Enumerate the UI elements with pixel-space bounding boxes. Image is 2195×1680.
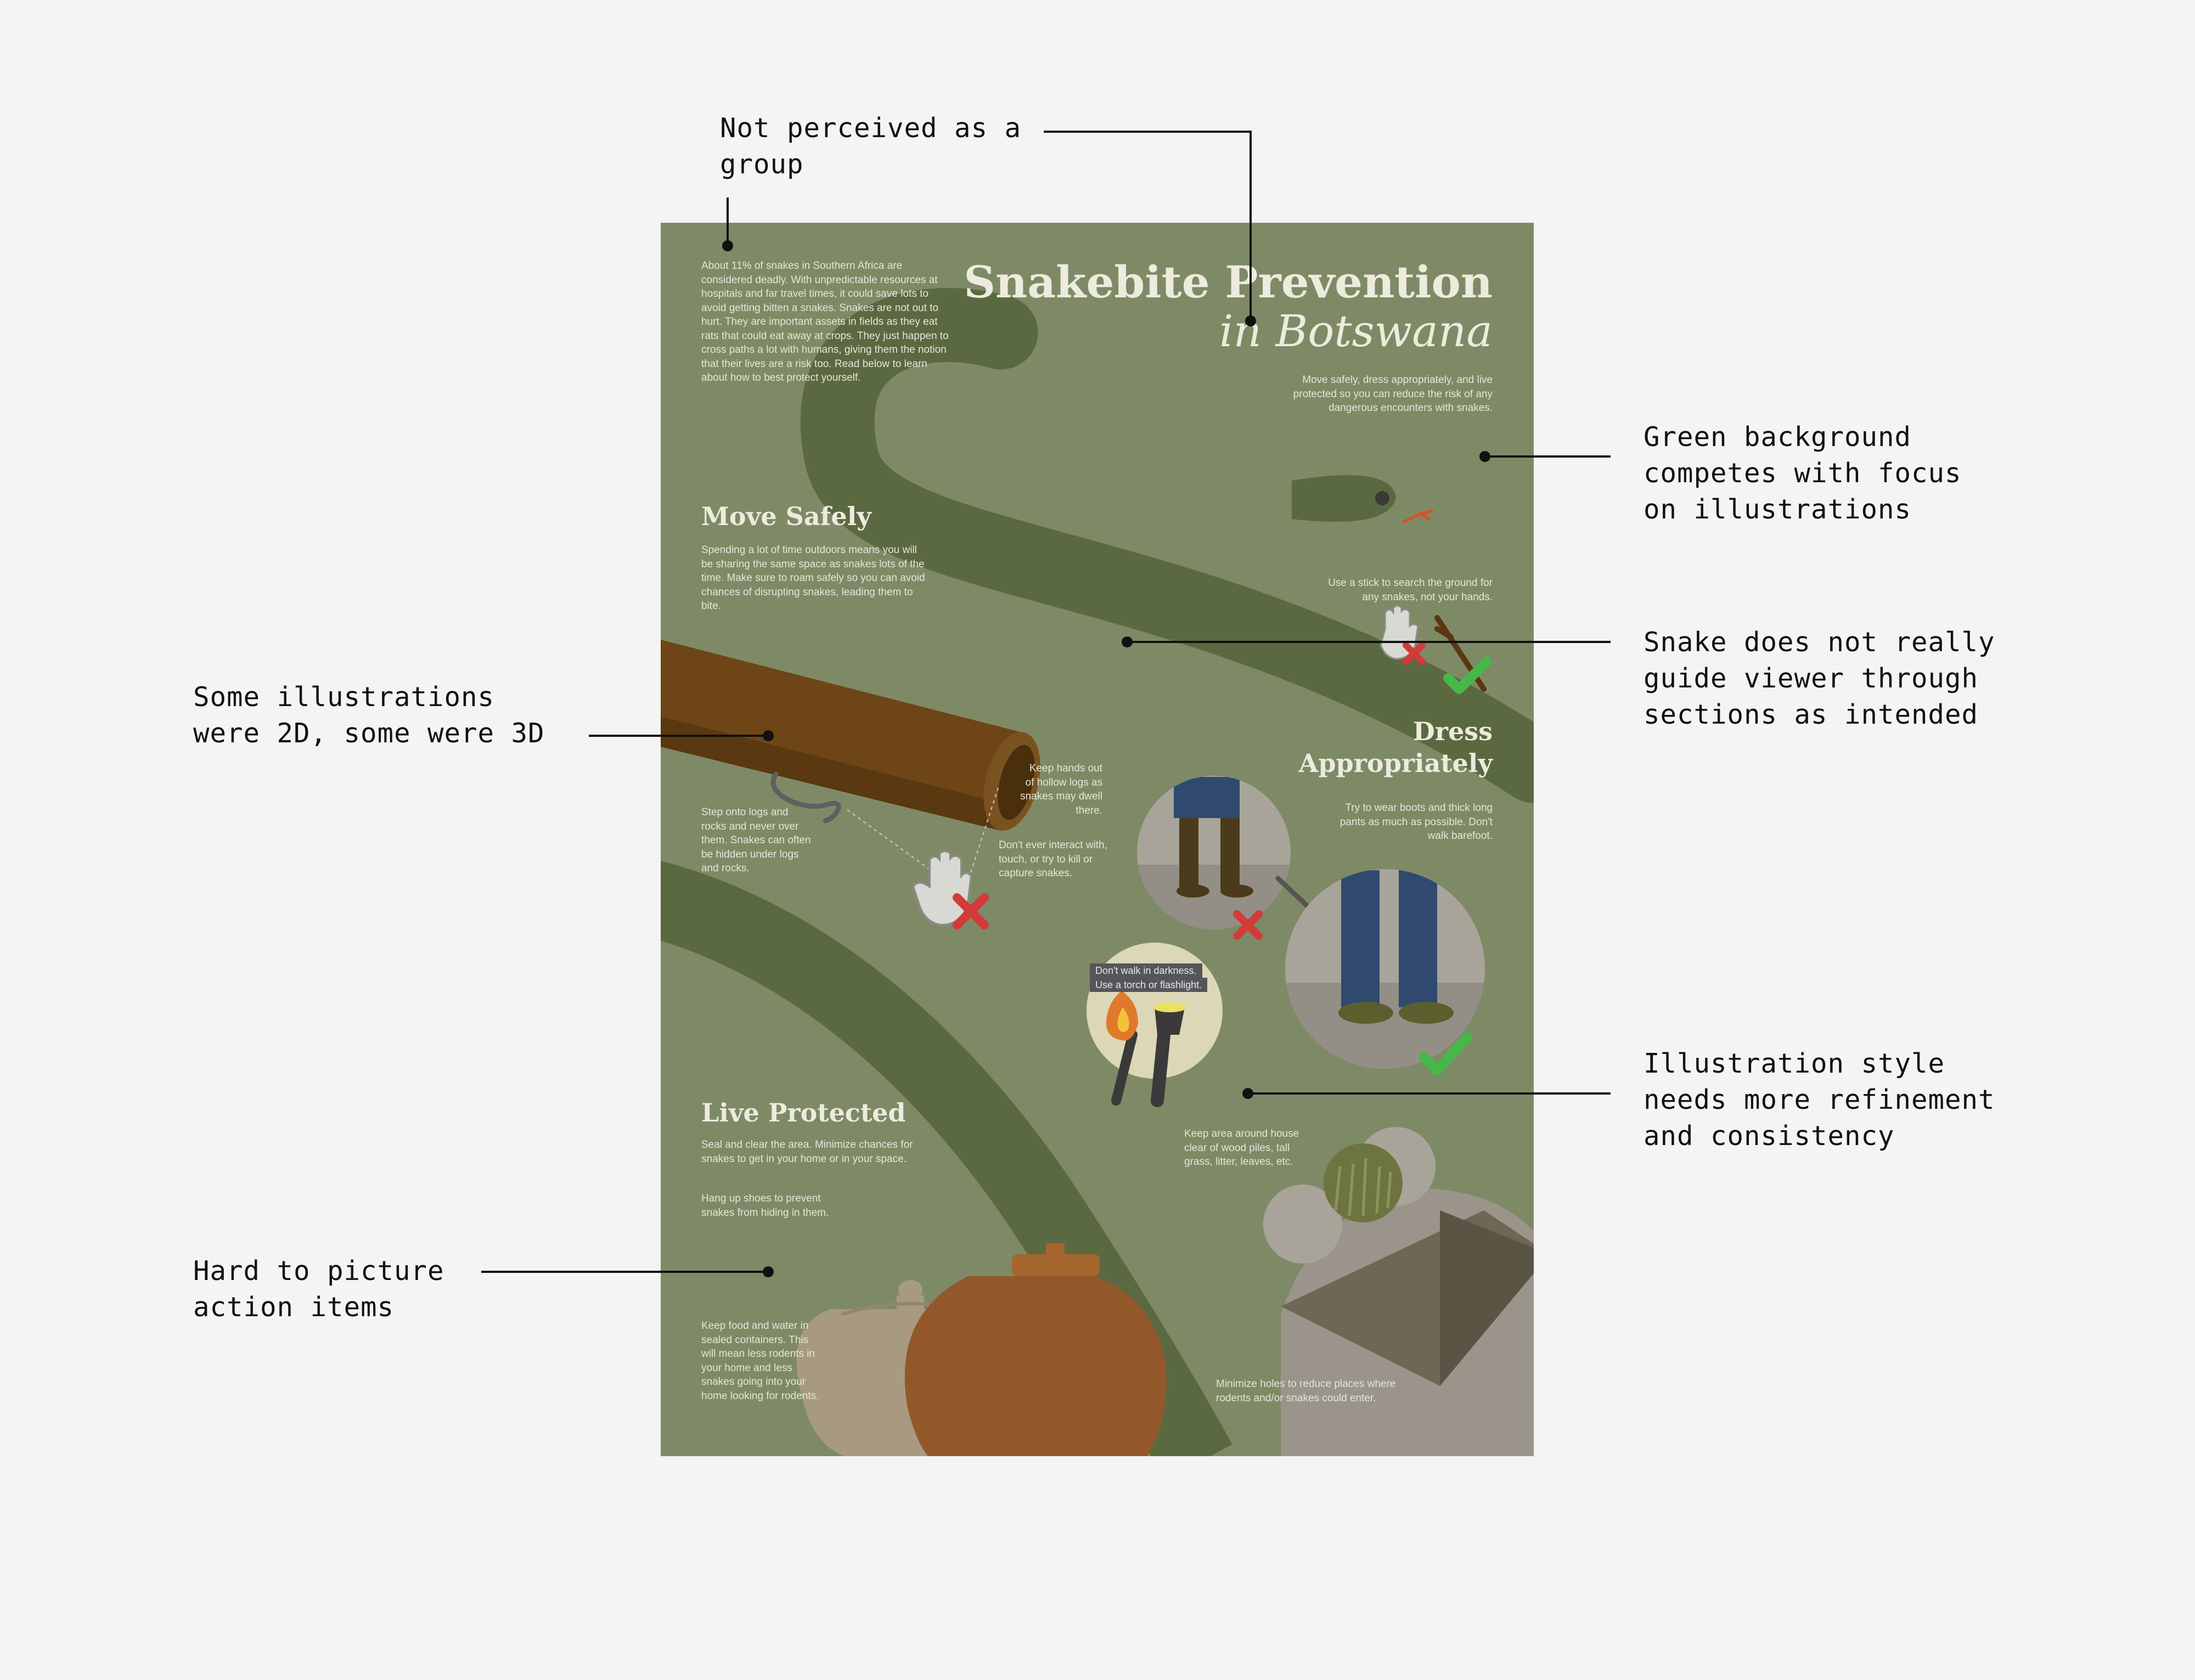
poster-illustrations bbox=[661, 287, 1534, 1456]
annotation-not-perceived-group: Not perceived as a group bbox=[720, 112, 1022, 180]
annotation-style-refinement: Illustration style needs more refinement… bbox=[1644, 1048, 1995, 1152]
move-safely-body: Spending a lot of time outdoors means yo… bbox=[701, 544, 925, 612]
shoes-tip: Hang up shoes to prevent snakes from hid… bbox=[701, 1193, 829, 1219]
poster-tagline: Move safely, dress appropriately, and li… bbox=[1293, 374, 1493, 414]
area-tip: Keep area around house clear of wood pil… bbox=[1184, 1128, 1299, 1168]
food-tip: Keep food and water in sealed containers… bbox=[701, 1320, 819, 1402]
check-icon bbox=[1443, 657, 1492, 694]
dont-interact-tip: Don't ever interact with, touch, or try … bbox=[999, 839, 1107, 879]
dress-body: Try to wear boots and thick long pants a… bbox=[1339, 802, 1493, 842]
hollow-logs-tip: Keep hands out of hollow logs as snakes … bbox=[1020, 763, 1102, 816]
hand-icon bbox=[911, 850, 973, 927]
cross-icon bbox=[953, 893, 989, 929]
cross-icon bbox=[1233, 910, 1263, 940]
dress-heading-line2: Appropriately bbox=[1298, 748, 1493, 778]
step-onto-tip: Step onto logs and rocks and never over … bbox=[701, 807, 811, 874]
live-protected-heading: Live Protected bbox=[701, 1098, 906, 1127]
move-safely-heading: Move Safely bbox=[701, 501, 871, 531]
stick-tip: Use a stick to search the ground for any… bbox=[1328, 577, 1493, 603]
poster-intro: About 11% of snakes in Southern Africa a… bbox=[701, 260, 949, 384]
darkness-label-line2: Use a torch or flashlight. bbox=[1090, 978, 1208, 992]
dress-heading-line1: Dress bbox=[1412, 717, 1493, 746]
poster: About 11% of snakes in Southern Africa a… bbox=[661, 223, 1534, 1456]
annotation-snake-guide: Snake does not really guide viewer throu… bbox=[1644, 627, 1995, 730]
annotation-green-background: Green background competes with focus on … bbox=[1644, 421, 1962, 525]
snake-tongue bbox=[1403, 509, 1433, 523]
snake-eye bbox=[1375, 491, 1389, 505]
log-body bbox=[661, 640, 1020, 831]
log-shade bbox=[661, 717, 1006, 831]
check-icon bbox=[1419, 1033, 1472, 1075]
pot-orange bbox=[904, 1243, 1167, 1456]
small-snake bbox=[770, 771, 841, 824]
log-hollow bbox=[998, 745, 1035, 820]
poster-title: Snakebite Prevention bbox=[964, 256, 1493, 308]
snake-head bbox=[1292, 475, 1396, 522]
snake-body bbox=[800, 287, 1534, 803]
annotation-action-items: Hard to picture action items bbox=[193, 1255, 444, 1323]
holes-tip: Minimize holes to reduce places where ro… bbox=[1216, 1378, 1396, 1404]
dashed-line-2 bbox=[967, 787, 999, 882]
rock-small-1 bbox=[1263, 1185, 1342, 1264]
torch-icon bbox=[1106, 991, 1138, 1106]
darkness-label-line1: Don't walk in darkness. bbox=[1090, 963, 1202, 978]
grass-tuft bbox=[1324, 1143, 1403, 1222]
poster-subtitle: in Botswana bbox=[1219, 306, 1493, 357]
flashlight-icon bbox=[1151, 1002, 1186, 1107]
rock-dark bbox=[1440, 1210, 1534, 1386]
cross-icon bbox=[1403, 642, 1426, 665]
seal-tip: Seal and clear the area. Minimize chance… bbox=[701, 1139, 913, 1165]
annotation-2d-3d: Some illustrations were 2D, some were 3D bbox=[193, 681, 545, 749]
grass-blades bbox=[1334, 1158, 1392, 1216]
